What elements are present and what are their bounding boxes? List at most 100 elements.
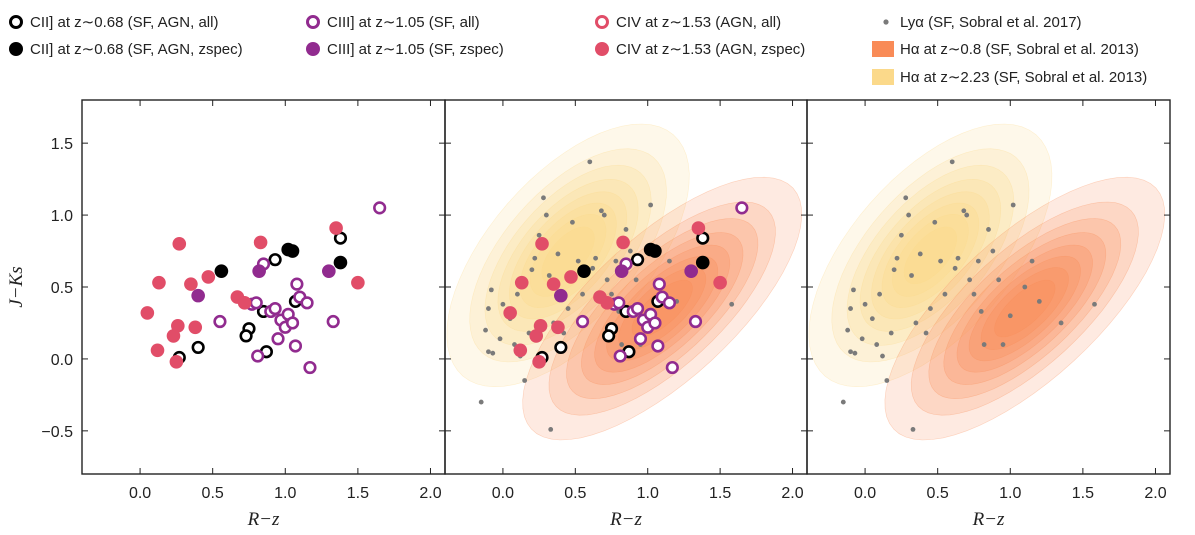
- point-lya: [986, 227, 991, 232]
- point-lya: [548, 427, 554, 432]
- point-civ_zspec: [171, 319, 185, 333]
- point-lya: [497, 336, 503, 342]
- legend-label-civ_zspec: CIV at z∼1.53 (AGN, zspec): [616, 41, 805, 58]
- point-lya: [483, 327, 488, 333]
- point-lya: [555, 251, 561, 257]
- point-lya: [633, 277, 639, 283]
- plot-area-right: [808, 123, 1166, 441]
- contour-level-ha223: [484, 164, 652, 346]
- point-ciii_all: [652, 277, 666, 291]
- point-ciii_all: [662, 296, 677, 310]
- x-tick-label: 0.5: [564, 485, 586, 502]
- contour-level-ha08: [548, 201, 776, 416]
- point-lya: [848, 306, 853, 311]
- point-cii_all: [554, 340, 568, 355]
- point-lya: [648, 202, 654, 208]
- point-lya: [1092, 301, 1097, 307]
- legend-item-ha223: Hα at z∼2.23 (SF, Sobral et al. 2013): [872, 69, 1147, 86]
- legend-marker-ha08: [872, 41, 894, 57]
- point-ciii_all: [630, 301, 645, 316]
- point-ciii_all: [633, 332, 648, 346]
- point-ciii_all: [285, 316, 300, 330]
- x-tick-label: 2.0: [419, 485, 441, 502]
- point-lya: [852, 350, 858, 356]
- legend-label-cii_all: CII] at z∼0.68 (SF, AGN, all): [30, 14, 218, 31]
- point-lya: [888, 330, 894, 336]
- point-cii_zspec: [577, 264, 591, 278]
- point-cii_zspec: [285, 244, 300, 258]
- point-civ_zspec: [616, 235, 630, 250]
- point-lya: [619, 342, 625, 347]
- legend-item-cii_zspec: CII] at z∼0.68 (SF, AGN, zspec): [9, 41, 243, 58]
- point-civ_zspec: [329, 221, 343, 235]
- point-lya: [1029, 258, 1035, 264]
- point-lya: [942, 291, 948, 297]
- point-lya: [565, 306, 571, 311]
- point-ciii_zspec: [614, 264, 629, 278]
- point-lya: [891, 267, 897, 273]
- plot-area-middle: [446, 123, 803, 441]
- legend-marker-cii_all: [9, 15, 23, 29]
- point-civ_zspec: [551, 320, 565, 335]
- contour-level-ha223: [859, 178, 1002, 332]
- legend-label-ha223: Hα at z∼2.23 (SF, Sobral et al. 2013): [900, 69, 1147, 86]
- legend-item-cii_all: CII] at z∼0.68 (SF, AGN, all): [9, 14, 218, 31]
- point-lya: [938, 258, 943, 264]
- point-civ_zspec: [713, 275, 727, 290]
- x-tick-label: 1.5: [709, 485, 731, 502]
- point-lya: [851, 287, 856, 293]
- point-cii_all: [602, 329, 616, 343]
- legend-marker-civ_zspec: [595, 42, 609, 56]
- point-civ_zspec: [532, 355, 546, 369]
- point-ciii_all: [213, 314, 227, 329]
- point-ciii_all: [300, 296, 314, 310]
- point-cii_all: [630, 253, 645, 267]
- point-lya: [961, 208, 967, 214]
- point-lya: [910, 427, 916, 432]
- point-lya: [515, 291, 520, 297]
- contour-level-ha223: [497, 178, 639, 332]
- point-lya: [975, 258, 981, 264]
- contour-level-ha08: [606, 255, 719, 362]
- plot-area-left: [140, 201, 387, 375]
- point-lya: [978, 309, 984, 314]
- point-lya: [529, 267, 535, 273]
- point-civ_zspec: [503, 306, 517, 320]
- point-lya: [909, 273, 914, 278]
- point-lya: [932, 219, 938, 225]
- point-lya: [949, 159, 955, 165]
- contour-level-ha08: [994, 279, 1056, 338]
- x-axis-label: R−z: [972, 509, 1005, 530]
- point-cii_all: [239, 329, 253, 343]
- point-ciii_all: [373, 201, 387, 215]
- point-lya: [848, 349, 853, 355]
- x-axis-label: R−z: [247, 509, 280, 530]
- contour-level-ha223: [509, 191, 628, 320]
- point-lya: [1010, 202, 1016, 208]
- legend-label-civ_all: CIV at z∼1.53 (AGN, all): [616, 14, 781, 31]
- x-tick-label: 0.0: [854, 485, 876, 502]
- panel-middle: 0.0 0.5 1.0 1.5 2.0 R−z: [444, 99, 808, 530]
- point-lya: [996, 277, 1002, 283]
- contour-ha223: [808, 123, 1053, 388]
- point-lya: [952, 265, 958, 271]
- panel-frame-left: [81, 99, 446, 475]
- x-tick-label: 1.0: [637, 485, 659, 502]
- point-lya: [541, 195, 546, 201]
- contour-ha223: [446, 123, 690, 388]
- point-lya: [859, 336, 865, 342]
- point-civ_zspec: [514, 275, 529, 290]
- point-ciii_all: [290, 277, 304, 291]
- legend-marker-ciii_all: [306, 15, 320, 29]
- point-lya: [1036, 298, 1042, 304]
- legend-label-cii_zspec: CII] at z∼0.68 (SF, AGN, zspec): [30, 41, 243, 58]
- point-ciii_all: [251, 349, 265, 363]
- point-lya: [500, 301, 506, 307]
- y-axis-label: J−Ks: [6, 266, 27, 307]
- legend-item-ha08: Hα at z∼0.8 (SF, Sobral et al. 2013): [872, 41, 1139, 58]
- x-tick-label: 1.0: [274, 485, 296, 502]
- point-lya: [478, 399, 484, 405]
- point-lya: [546, 273, 552, 278]
- point-cii_zspec: [695, 255, 710, 270]
